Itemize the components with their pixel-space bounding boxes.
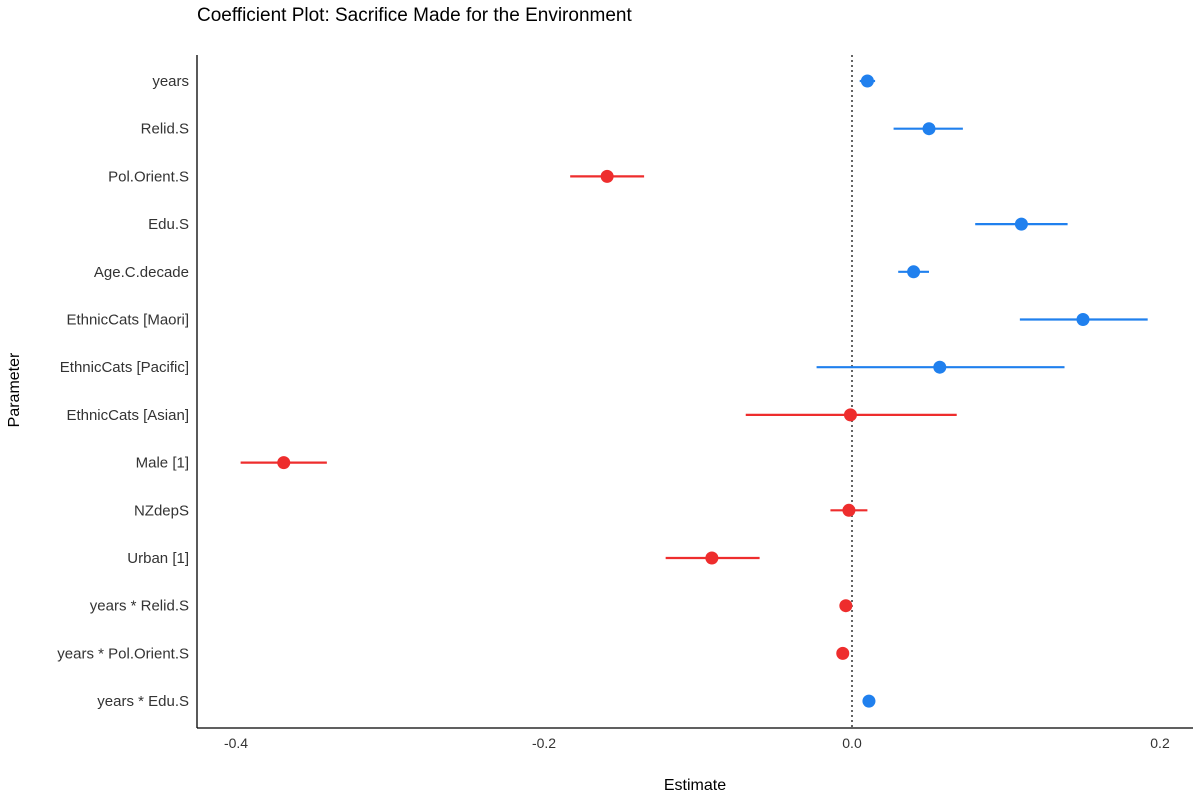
plot-area: years Relid.S Pol.Orient.S Edu.S Age.C.decad… [57, 55, 1193, 751]
y-axis-ticks: years Relid.S Pol.Orient.S Edu.S Age.C.decad… [57, 73, 189, 710]
y-tick-label: NZdepS [134, 502, 189, 519]
x-axis-title: Estimate [664, 777, 726, 794]
y-tick-label: years [152, 73, 189, 90]
y-tick-label: Pol.Orient.S [108, 168, 189, 185]
x-tick-label: 0.0 [842, 735, 862, 751]
y-tick-label: years * Edu.S [97, 693, 189, 710]
x-tick-label: -0.4 [224, 735, 248, 751]
coefficient-marks [240, 74, 1148, 708]
y-tick-label: EthnicCats [Pacific] [60, 359, 189, 376]
y-axis-title: Parameter [6, 352, 23, 427]
estimate-point [705, 551, 719, 565]
y-tick-label: Edu.S [148, 216, 189, 233]
estimate-point [1014, 217, 1028, 231]
estimate-point [860, 74, 874, 88]
x-axis-ticks: -0.4 -0.2 0.0 0.2 [224, 735, 1170, 751]
y-tick-label: EthnicCats [Asian] [66, 407, 189, 424]
estimate-point [922, 122, 936, 136]
estimate-point [862, 694, 876, 708]
estimate-point [843, 408, 857, 422]
estimate-point [1076, 313, 1090, 326]
y-tick-label: EthnicCats [Maori] [66, 312, 189, 329]
estimate-point [277, 456, 291, 470]
estimate-point [839, 599, 853, 613]
y-tick-label: years * Relid.S [90, 598, 189, 615]
y-tick-label: Urban [1] [127, 550, 189, 567]
estimate-point [842, 503, 856, 517]
estimate-point [836, 646, 850, 660]
y-tick-label: Male [1] [136, 455, 189, 472]
y-tick-label: years * Pol.Orient.S [57, 645, 189, 662]
x-tick-label: -0.2 [532, 735, 556, 751]
y-tick-label: Relid.S [141, 121, 189, 138]
estimate-point [907, 265, 921, 279]
y-tick-label: Age.C.decade [94, 264, 189, 281]
x-tick-label: 0.2 [1150, 735, 1170, 751]
chart-title: Coefficient Plot: Sacrifice Made for the… [197, 5, 632, 26]
estimate-point [600, 169, 614, 183]
estimate-point [933, 360, 947, 374]
